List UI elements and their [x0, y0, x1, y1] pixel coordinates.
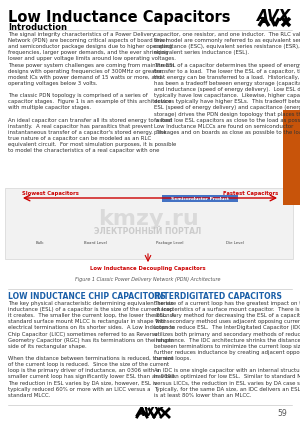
Text: INTERDIGITATED CAPACITORS: INTERDIGITATED CAPACITORS — [154, 292, 282, 301]
Text: AVX: AVX — [136, 406, 164, 419]
Bar — [162, 195, 238, 202]
Text: Introduction: Introduction — [8, 23, 67, 32]
Text: kmzу.ru: kmzу.ru — [98, 209, 198, 229]
Text: capacitor, one resistor, and one inductor.  The RLC values in
this model are com: capacitor, one resistor, and one inducto… — [154, 32, 300, 135]
Text: Bulk: Bulk — [36, 241, 44, 245]
Text: Fastest Capacitors: Fastest Capacitors — [223, 191, 278, 196]
Text: Semiconductor Product: Semiconductor Product — [171, 196, 229, 201]
Text: Low Inductance Capacitors: Low Inductance Capacitors — [8, 10, 230, 25]
Text: The signal integrity characteristics of a Power Delivery
Network (PDN) are becom: The signal integrity characteristics of … — [8, 32, 176, 153]
Text: The size of a current loop has the greatest impact on the ESL
characteristics of: The size of a current loop has the great… — [154, 301, 300, 398]
Text: Package Level: Package Level — [156, 241, 184, 245]
Text: Board Level: Board Level — [84, 241, 106, 245]
Bar — [283, 110, 300, 205]
Text: Figure 1 Classic Power Delivery Network (PDN) Architecture: Figure 1 Classic Power Delivery Network … — [75, 277, 221, 282]
Text: 59: 59 — [277, 408, 287, 417]
Text: Low Inductance Decoupling Capacitors: Low Inductance Decoupling Capacitors — [90, 266, 206, 271]
Text: Die Level: Die Level — [226, 241, 244, 245]
Text: Slowest Capacitors: Slowest Capacitors — [22, 191, 79, 196]
Text: LOW INDUCTANCE CHIP CAPACITORS: LOW INDUCTANCE CHIP CAPACITORS — [8, 292, 166, 301]
Text: ЭЛЕКТРОННЫЙ ПОРТАЛ: ЭЛЕКТРОННЫЙ ПОРТАЛ — [94, 227, 202, 236]
Text: AVX: AVX — [257, 9, 291, 24]
Text: The key physical characteristic determining equivalent series
inductance (ESL) o: The key physical characteristic determin… — [8, 301, 176, 398]
Bar — [5, 188, 293, 259]
